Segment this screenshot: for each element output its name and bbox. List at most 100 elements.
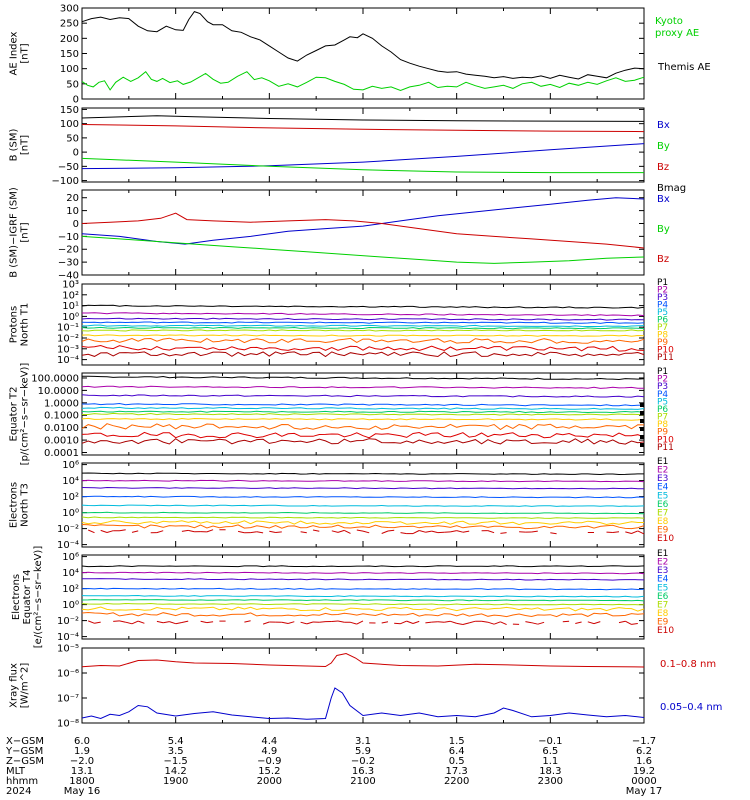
- y-axis-label: Electrons: [11, 574, 22, 620]
- series-line-xray-0-1-0-8-nm: [81, 652, 645, 668]
- series-segment-e10: [131, 620, 139, 625]
- series-line-pequator-p11: [81, 438, 645, 445]
- series-line-pequator-p4: [81, 402, 645, 407]
- x-date-start: May 16: [64, 786, 101, 797]
- series-line-pnorth-p6: [81, 326, 645, 330]
- series-segment-e10: [631, 623, 638, 625]
- series-segment-e10: [531, 622, 538, 625]
- series-line-pequator-p3: [81, 394, 645, 398]
- series-segment-e10: [487, 621, 495, 625]
- panel-frame-ae: [81, 7, 645, 100]
- x-row-value: 16.3: [352, 766, 374, 777]
- series-segment-e10: [500, 621, 507, 626]
- panel-frame-b: [81, 107, 645, 183]
- legend-entry: By: [657, 141, 670, 152]
- legend-entry: P9: [657, 428, 668, 438]
- x-row-value: 2300: [538, 776, 563, 787]
- x-row-value: 1800: [69, 776, 94, 787]
- series-segment-e10: [138, 620, 145, 624]
- legend-entry: P1: [657, 367, 668, 377]
- series-segment-e10: [587, 621, 595, 625]
- x-row-value: −0.9: [257, 756, 281, 767]
- series-segment-e10: [537, 621, 545, 625]
- y-axis-label: B (SM)−IGRF (SM): [9, 187, 20, 278]
- series-line-enorth-e2: [81, 479, 645, 483]
- series-segment-e10: [412, 620, 420, 624]
- y-tick-label: 10⁻⁵: [57, 644, 79, 655]
- legend-entry: E10: [657, 534, 674, 544]
- series-segment-e10: [206, 621, 214, 624]
- x-row-value: 4.9: [261, 746, 277, 757]
- y-tick-label: 50: [66, 133, 79, 144]
- panel-xray: [81, 647, 645, 724]
- series-segment-e10: [469, 620, 476, 624]
- series-segment-e10: [462, 622, 470, 625]
- legend-entry: E5: [657, 583, 668, 593]
- legend-entry: P1: [657, 278, 668, 288]
- x-row-value: 2000: [257, 776, 282, 787]
- series-segment-e10: [525, 621, 532, 624]
- legend-entry: Bx: [657, 194, 670, 205]
- series-line-pnorth-p9: [81, 337, 645, 344]
- series-line-b-bx: [81, 143, 645, 170]
- y-tick-label: 0: [73, 148, 79, 159]
- series-line-eequator-e5: [81, 594, 645, 598]
- y-axis-label: AE Index: [9, 31, 20, 75]
- y-tick-label: 200: [60, 34, 79, 45]
- series-line-pequator-p2: [81, 385, 644, 389]
- y-tick-label: 10⁴: [62, 568, 79, 579]
- series-segment-e10: [381, 621, 389, 624]
- series-line-pequator-p5: [81, 406, 645, 410]
- series-segment-e10: [287, 621, 295, 624]
- y-tick-label: 10⁰: [62, 312, 79, 323]
- series-segment-e10: [625, 531, 632, 534]
- y-axis-label: [nT]: [20, 135, 31, 155]
- y-tick-label: 10⁻²: [57, 616, 79, 627]
- series-segment-e10: [262, 621, 270, 625]
- series-segment-e10: [425, 621, 432, 624]
- legend-entry: E1: [657, 549, 668, 559]
- series-segment-e10: [175, 622, 182, 625]
- series-segment-e10: [431, 530, 439, 534]
- y-tick-label: 10⁶: [62, 460, 79, 471]
- series-segment-e10: [531, 530, 538, 533]
- legend-entry: P11: [657, 443, 674, 453]
- edge-marker: [640, 435, 644, 439]
- series-line-b-bmag: [81, 115, 645, 122]
- series-segment-e10: [119, 620, 126, 623]
- legend-entry: E3: [657, 566, 668, 576]
- x-row-value: −0.2: [351, 756, 375, 767]
- series-segment-e10: [131, 530, 139, 533]
- legend-entry: E9: [657, 618, 669, 628]
- legend-entry: E5: [657, 491, 668, 501]
- panel-pequator: [81, 372, 645, 456]
- series-line-dbigrf-by: [81, 235, 645, 264]
- series-line-enorth-e3: [81, 486, 645, 490]
- y-tick-label: −50: [58, 162, 79, 173]
- y-tick-label: −10: [58, 232, 79, 243]
- series-line-pequator-p9: [81, 423, 645, 431]
- y-tick-label: 150: [60, 49, 79, 60]
- panel-ae: [81, 7, 645, 100]
- series-line-eequator-e8: [81, 606, 645, 612]
- panel-frame-eequator: [81, 554, 645, 640]
- series-segment-e10: [256, 531, 264, 534]
- series-segment-e10: [119, 529, 126, 532]
- legend-entry: E4: [657, 483, 669, 493]
- y-tick-label: 10⁻⁶: [57, 669, 79, 680]
- series-segment-e10: [631, 530, 638, 534]
- series-segment-e10: [331, 530, 339, 533]
- x-row-label: Z−GSM: [6, 756, 44, 767]
- y-tick-label: 10⁻⁴: [57, 355, 79, 366]
- series-segment-e10: [500, 532, 507, 534]
- series-segment-e10: [593, 621, 601, 625]
- legend-entry: E10: [657, 626, 674, 636]
- x-row-value: 13.1: [71, 766, 93, 777]
- panel-dbigrf: [81, 189, 645, 276]
- series-segment-e10: [356, 529, 364, 532]
- legend-entry: E1: [657, 457, 668, 467]
- series-segment-e10: [356, 620, 364, 625]
- series-line-pnorth-p4: [81, 321, 645, 324]
- y-tick-label: 10²: [62, 584, 79, 595]
- x-row-value: 1.6: [636, 756, 652, 767]
